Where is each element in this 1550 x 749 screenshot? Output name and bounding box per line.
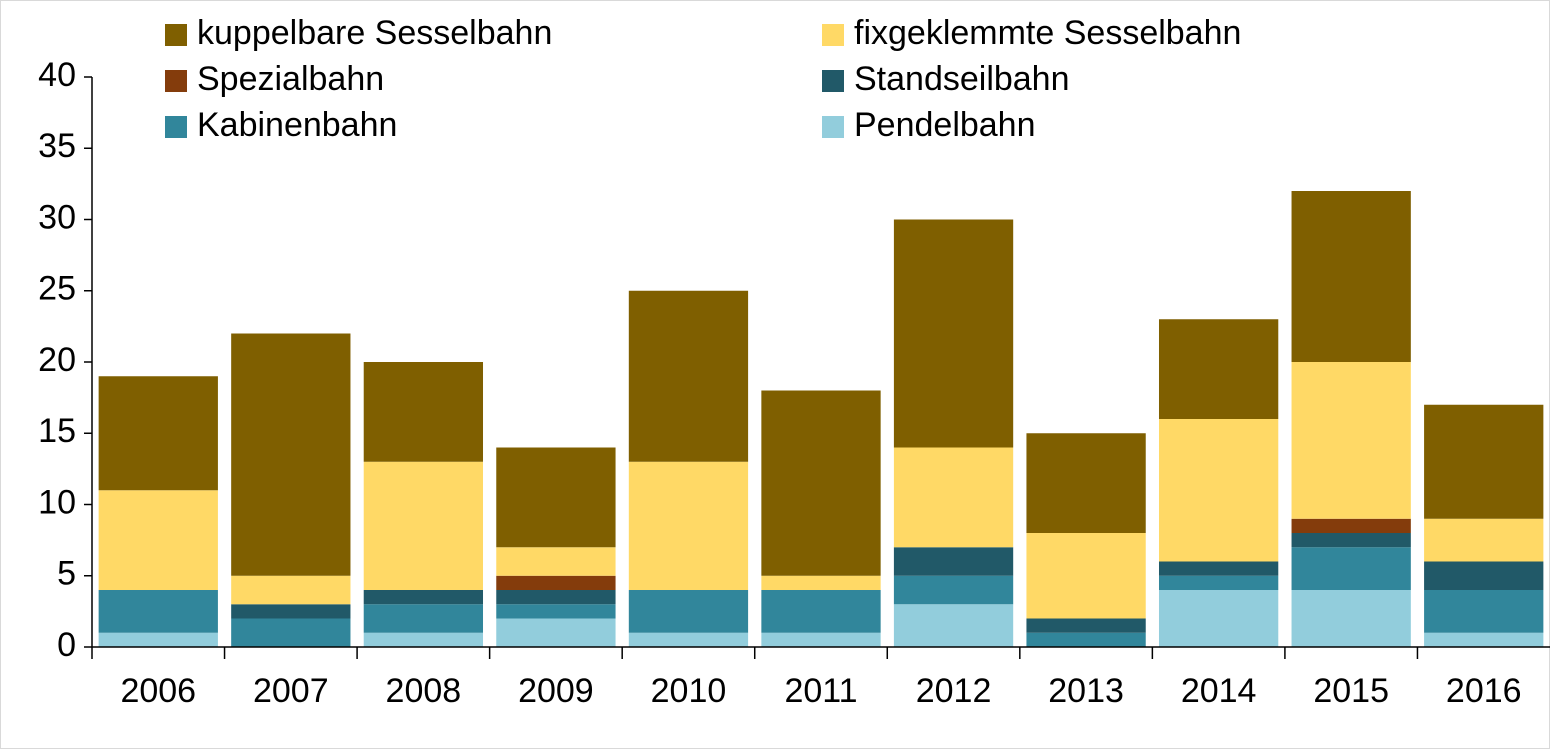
x-tick-label: 2009 — [518, 672, 594, 710]
bar-segment — [761, 575, 881, 590]
bar-segment — [98, 590, 218, 633]
bar-segment — [628, 590, 749, 633]
x-tick-label: 2007 — [253, 672, 329, 710]
bar-segment — [893, 219, 1014, 448]
legend-swatch — [165, 116, 187, 138]
bar-segment — [1158, 319, 1279, 419]
legend-swatch — [165, 70, 187, 92]
bar-segment — [893, 604, 1014, 647]
bar-segment — [628, 290, 749, 462]
y-tick-label: 30 — [38, 198, 76, 236]
bar-segment — [761, 590, 881, 633]
bar-segment — [1158, 419, 1279, 562]
bar-segment — [893, 447, 1014, 548]
bar-segment — [1424, 561, 1544, 590]
bar-segment — [628, 632, 749, 647]
bar-segment — [1026, 632, 1146, 647]
x-tick-label: 2015 — [1313, 672, 1389, 710]
x-tick-label: 2006 — [120, 672, 196, 710]
bar-segment — [231, 618, 351, 647]
bar-segment — [231, 333, 351, 576]
x-tick-label: 2014 — [1181, 672, 1257, 710]
x-tick-label: 2011 — [784, 672, 857, 710]
bar-segment — [1026, 618, 1146, 633]
legend-label: kuppelbare Sesselbahn — [197, 14, 552, 52]
bar-segment — [1291, 362, 1411, 519]
bar-segment — [98, 490, 218, 590]
legend-label: Standseilbahn — [854, 60, 1070, 98]
bar-segment — [1026, 533, 1146, 619]
legend-swatch — [822, 24, 844, 46]
legend-swatch — [822, 116, 844, 138]
bar-segment — [231, 575, 351, 605]
bar-segment — [1424, 590, 1544, 633]
x-tick-label: 2008 — [386, 672, 462, 710]
bar-segment — [363, 604, 484, 633]
y-tick-label: 40 — [38, 56, 76, 94]
legend-label: Pendelbahn — [854, 106, 1036, 144]
bar-segment — [496, 604, 616, 619]
bar-segment — [363, 362, 484, 462]
bar-segment — [1424, 518, 1544, 562]
bar-segment — [231, 604, 351, 619]
bar-segment — [1026, 433, 1146, 533]
bar-segment — [98, 632, 218, 647]
bar-segment — [1291, 191, 1411, 362]
y-tick-label: 0 — [57, 626, 76, 664]
bar-segment — [496, 547, 616, 576]
bar-segment — [496, 590, 616, 605]
bar-segment — [1158, 590, 1279, 647]
legend-label: Kabinenbahn — [197, 106, 397, 144]
bar-segment — [761, 390, 881, 576]
y-tick-label: 20 — [38, 341, 76, 379]
legend-swatch — [822, 70, 844, 92]
y-tick-label: 10 — [38, 483, 76, 521]
bar-segment — [496, 575, 616, 590]
bar-segment — [628, 461, 749, 590]
bar-segment — [496, 447, 616, 548]
bar-segment — [761, 632, 881, 647]
y-tick-label: 25 — [38, 270, 76, 308]
y-tick-label: 35 — [38, 127, 76, 165]
bar-segment — [363, 461, 484, 590]
bar-segment — [1424, 632, 1544, 647]
legend-label: fixgeklemmte Sesselbahn — [854, 14, 1241, 52]
bar-segment — [1291, 547, 1411, 590]
legend-label: Spezialbahn — [197, 60, 384, 98]
x-tick-label: 2010 — [651, 672, 727, 710]
bar-segment — [363, 590, 484, 605]
bar-segment — [496, 618, 616, 647]
x-tick-label: 2012 — [916, 672, 992, 710]
bar-segment — [98, 376, 218, 491]
x-tick-label: 2013 — [1048, 672, 1124, 710]
bar-segment — [363, 632, 484, 647]
x-tick-label: 2016 — [1446, 672, 1522, 710]
legend-swatch — [165, 24, 187, 46]
bar-segment — [1424, 404, 1544, 519]
bar-segment — [1158, 575, 1279, 590]
bar-segment — [1158, 561, 1279, 576]
y-tick-label: 15 — [38, 412, 76, 450]
bar-segment — [1291, 590, 1411, 647]
y-tick-label: 5 — [57, 555, 76, 593]
bar-segment — [893, 547, 1014, 576]
bar-segment — [1291, 533, 1411, 548]
bar-segment — [893, 575, 1014, 605]
bar-segment — [1291, 518, 1411, 533]
